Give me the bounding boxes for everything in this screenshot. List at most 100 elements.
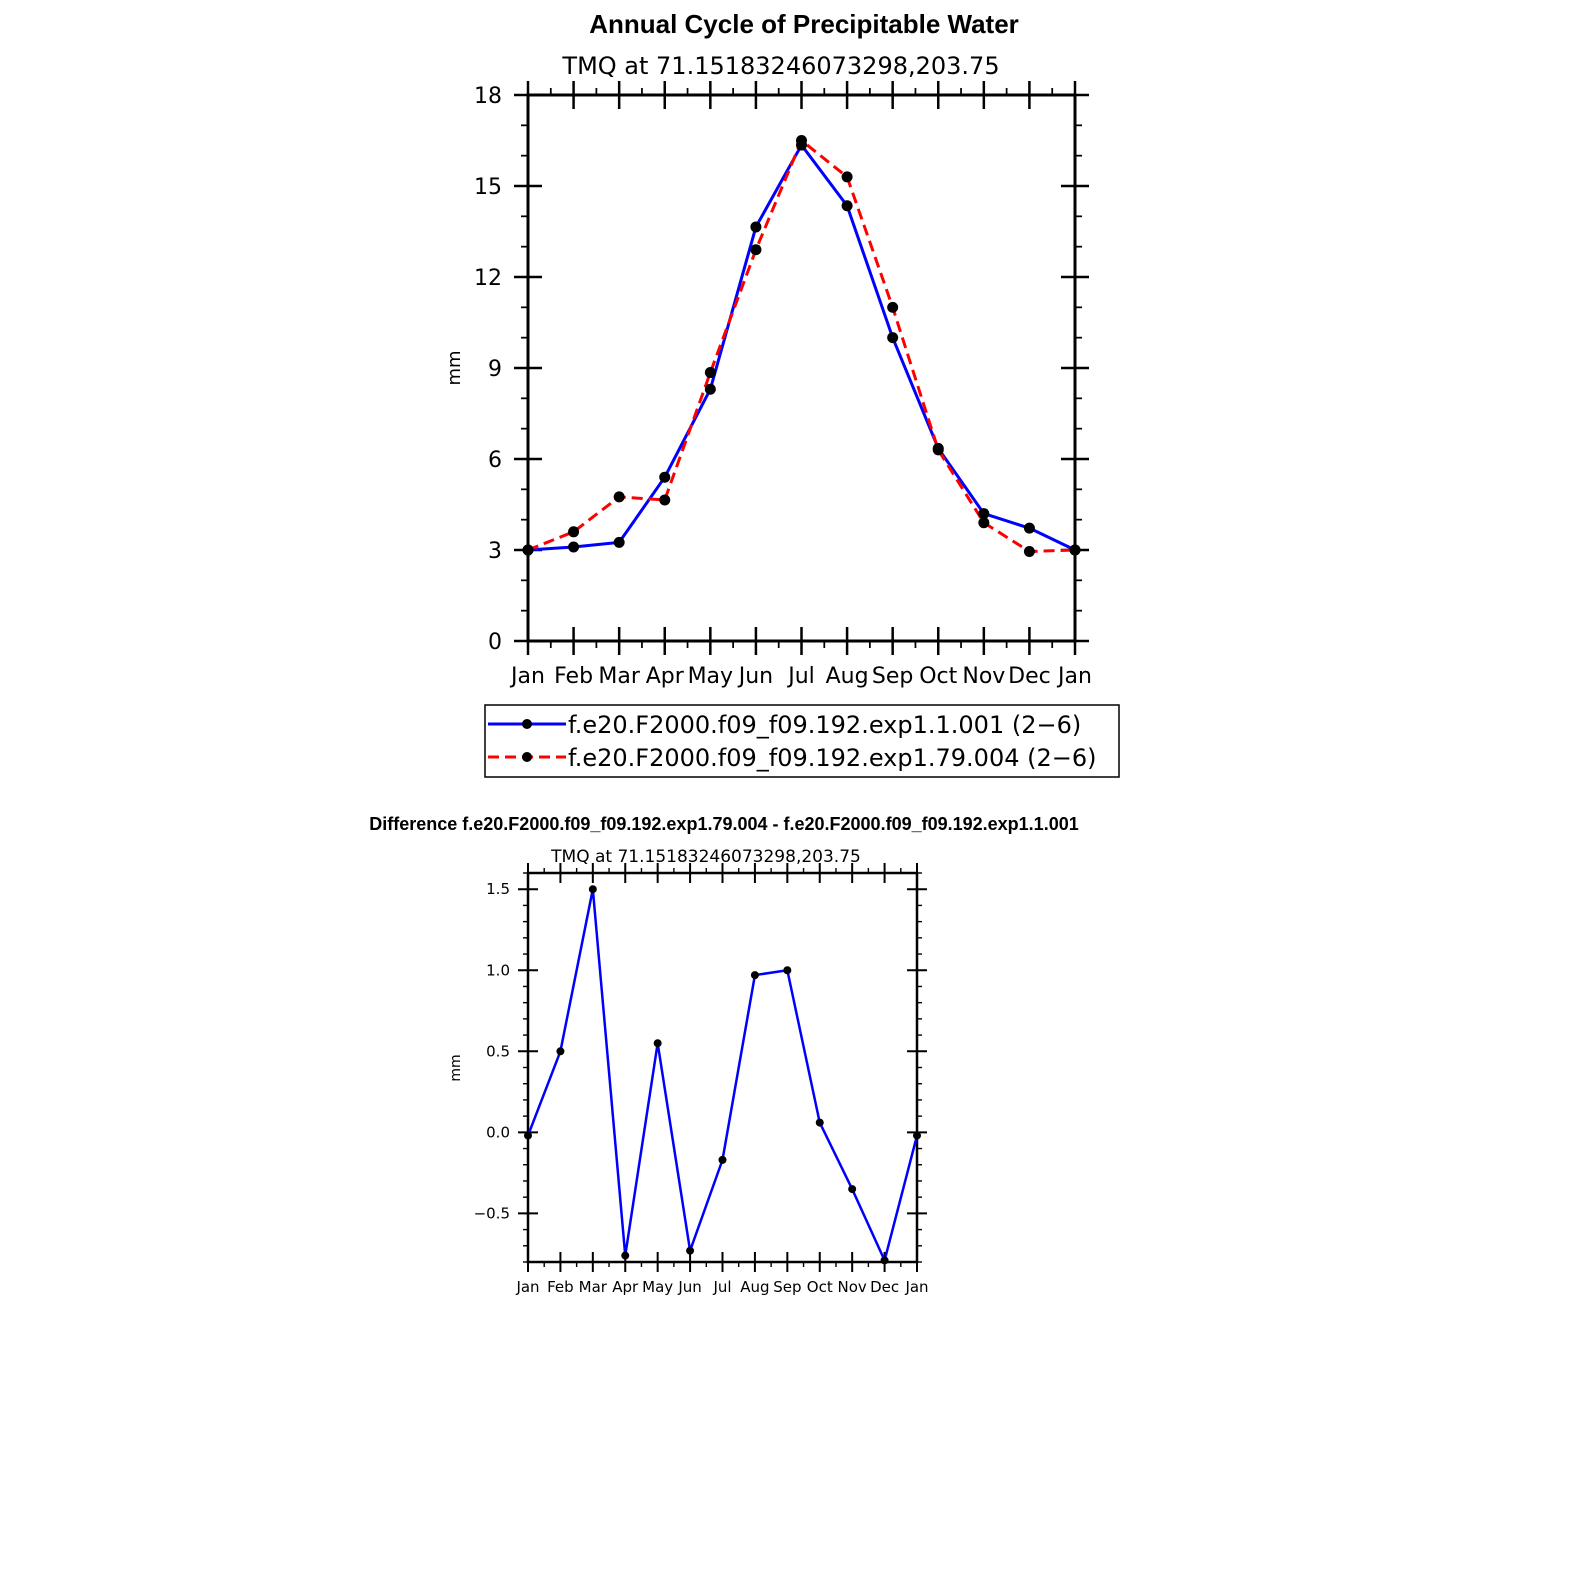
data-point-series-1	[704, 383, 716, 395]
chart-title: Annual Cycle of Precipitable Water	[589, 9, 1019, 39]
x-tick-label: Dec	[1008, 664, 1051, 689]
data-point-series-2	[978, 517, 990, 529]
data-point-series-1	[815, 1118, 824, 1127]
y-tick-label: 1.5	[486, 880, 510, 898]
data-point-series-1	[588, 885, 597, 894]
y-tick-label: 3	[488, 539, 502, 564]
x-tick-label: Aug	[826, 664, 869, 689]
x-tick-label: Jul	[786, 664, 815, 689]
x-tick-label: Mar	[579, 1278, 608, 1296]
legend-label-series-1: f.e20.F2000.f09_f09.192.exp1.1.001 (2−6)	[568, 711, 1081, 739]
x-tick-label: Sep	[872, 664, 913, 689]
x-tick-label: Feb	[554, 664, 593, 689]
difference-title: Difference f.e20.F2000.f09_f09.192.exp1.…	[369, 814, 1078, 834]
data-point-series-1	[524, 1131, 532, 1140]
series-lines	[527, 139, 1076, 554]
legend-marker-series-2	[522, 752, 532, 762]
x-tick-label: Feb	[547, 1278, 574, 1296]
x-tick-label: Nov	[962, 664, 1005, 689]
data-point-series-1	[653, 1039, 662, 1048]
x-tick-label: Mar	[598, 664, 640, 689]
y-tick-label: 1.0	[486, 961, 510, 979]
x-tick-label: Apr	[612, 1278, 639, 1296]
data-point-series-1	[913, 1131, 921, 1140]
y-axis-label: mm	[444, 350, 465, 385]
data-point-series-2	[659, 494, 671, 506]
series-markers	[522, 135, 1081, 558]
x-tick-label: Jan	[904, 1278, 928, 1296]
data-point-series-2	[613, 491, 625, 503]
difference-plot-area	[518, 863, 927, 1272]
data-point-series-1	[621, 1251, 630, 1260]
legend-marker-series-1	[522, 719, 532, 729]
data-point-series-2	[1069, 544, 1081, 556]
x-tick-label: May	[688, 664, 733, 689]
data-point-series-1	[841, 200, 853, 212]
legend-label-series-2: f.e20.F2000.f09_f09.192.exp1.79.004 (2−6…	[568, 744, 1096, 772]
data-point-series-2	[522, 544, 534, 556]
y-tick-label: −0.5	[474, 1204, 510, 1222]
y-tick-label: 12	[474, 266, 502, 291]
data-point-series-1	[750, 221, 762, 233]
series-line-2	[527, 139, 1076, 554]
x-tick-label: Aug	[740, 1278, 769, 1296]
x-tick-label: Jun	[737, 664, 773, 689]
x-tick-label: Jun	[677, 1278, 701, 1296]
chart-subtitle: TMQ at 71.15183246073298,203.75	[561, 52, 999, 80]
y-tick-label: 0	[488, 630, 502, 655]
data-point-series-2	[887, 301, 899, 313]
data-point-series-2	[841, 171, 853, 183]
y-tick-label: 0.5	[486, 1042, 510, 1060]
data-point-series-1	[556, 1047, 565, 1056]
x-tick-label: Dec	[870, 1278, 899, 1296]
data-point-series-2	[932, 444, 944, 456]
difference-series-markers	[524, 885, 921, 1265]
difference-y-axis-label: mm	[448, 1054, 464, 1081]
data-point-series-1	[848, 1185, 857, 1194]
x-tick-label: May	[642, 1278, 673, 1296]
data-point-series-1	[613, 536, 625, 548]
data-point-series-1	[978, 508, 990, 520]
tick-labels: Jan Feb Mar Apr May Jun Jul Aug Sep Oct Nov Dec Jan0…	[474, 84, 1092, 689]
annual-cycle-panel: Annual Cycle of Precipitable Water TMQ a…	[444, 9, 1120, 778]
y-tick-label: 0.0	[486, 1123, 510, 1141]
legend: f.e20.F2000.f09_f09.192.exp1.1.001 (2−6)…	[484, 704, 1120, 778]
data-point-series-1	[718, 1155, 727, 1164]
x-tick-label: Jul	[712, 1278, 731, 1296]
y-tick-label: 15	[474, 175, 502, 200]
y-tick-label: 6	[488, 448, 502, 473]
data-point-series-1	[887, 332, 899, 344]
data-point-series-1	[1023, 522, 1035, 534]
data-point-series-2	[1023, 546, 1035, 558]
data-point-series-2	[796, 135, 807, 146]
plot-area	[514, 81, 1089, 655]
data-point-series-2	[704, 367, 716, 379]
data-point-series-1	[880, 1256, 889, 1265]
x-tick-label: Oct	[919, 664, 957, 689]
data-point-series-2	[750, 244, 762, 256]
x-tick-label: Jan	[509, 664, 545, 689]
series-line-1	[526, 887, 919, 1262]
difference-tick-labels: Jan Feb Mar Apr May Jun Jul Aug Sep Oct Nov Dec Jan −…	[474, 880, 929, 1296]
x-tick-label: Apr	[646, 664, 685, 689]
x-tick-label: Jan	[1056, 664, 1092, 689]
data-point-series-2	[568, 526, 580, 538]
y-tick-label: 9	[488, 357, 502, 382]
plot-frame	[526, 93, 1077, 643]
x-tick-label: Nov	[838, 1278, 867, 1296]
legend-box	[484, 704, 1120, 778]
difference-subtitle: TMQ at 71.15183246073298,203.75	[550, 847, 861, 867]
x-tick-label: Oct	[807, 1278, 833, 1296]
x-tick-label: Jan	[515, 1278, 539, 1296]
difference-panel: Difference f.e20.F2000.f09_f09.192.exp1.…	[369, 814, 1078, 1296]
data-point-series-1	[568, 541, 580, 553]
difference-series-line	[526, 887, 919, 1262]
y-tick-label: 18	[474, 84, 502, 109]
data-point-series-1	[686, 1246, 695, 1255]
data-point-series-1	[659, 471, 671, 483]
x-tick-label: Sep	[773, 1278, 801, 1296]
data-point-series-1	[750, 971, 759, 980]
series-line-1	[527, 143, 1076, 552]
data-point-series-1	[783, 966, 792, 975]
